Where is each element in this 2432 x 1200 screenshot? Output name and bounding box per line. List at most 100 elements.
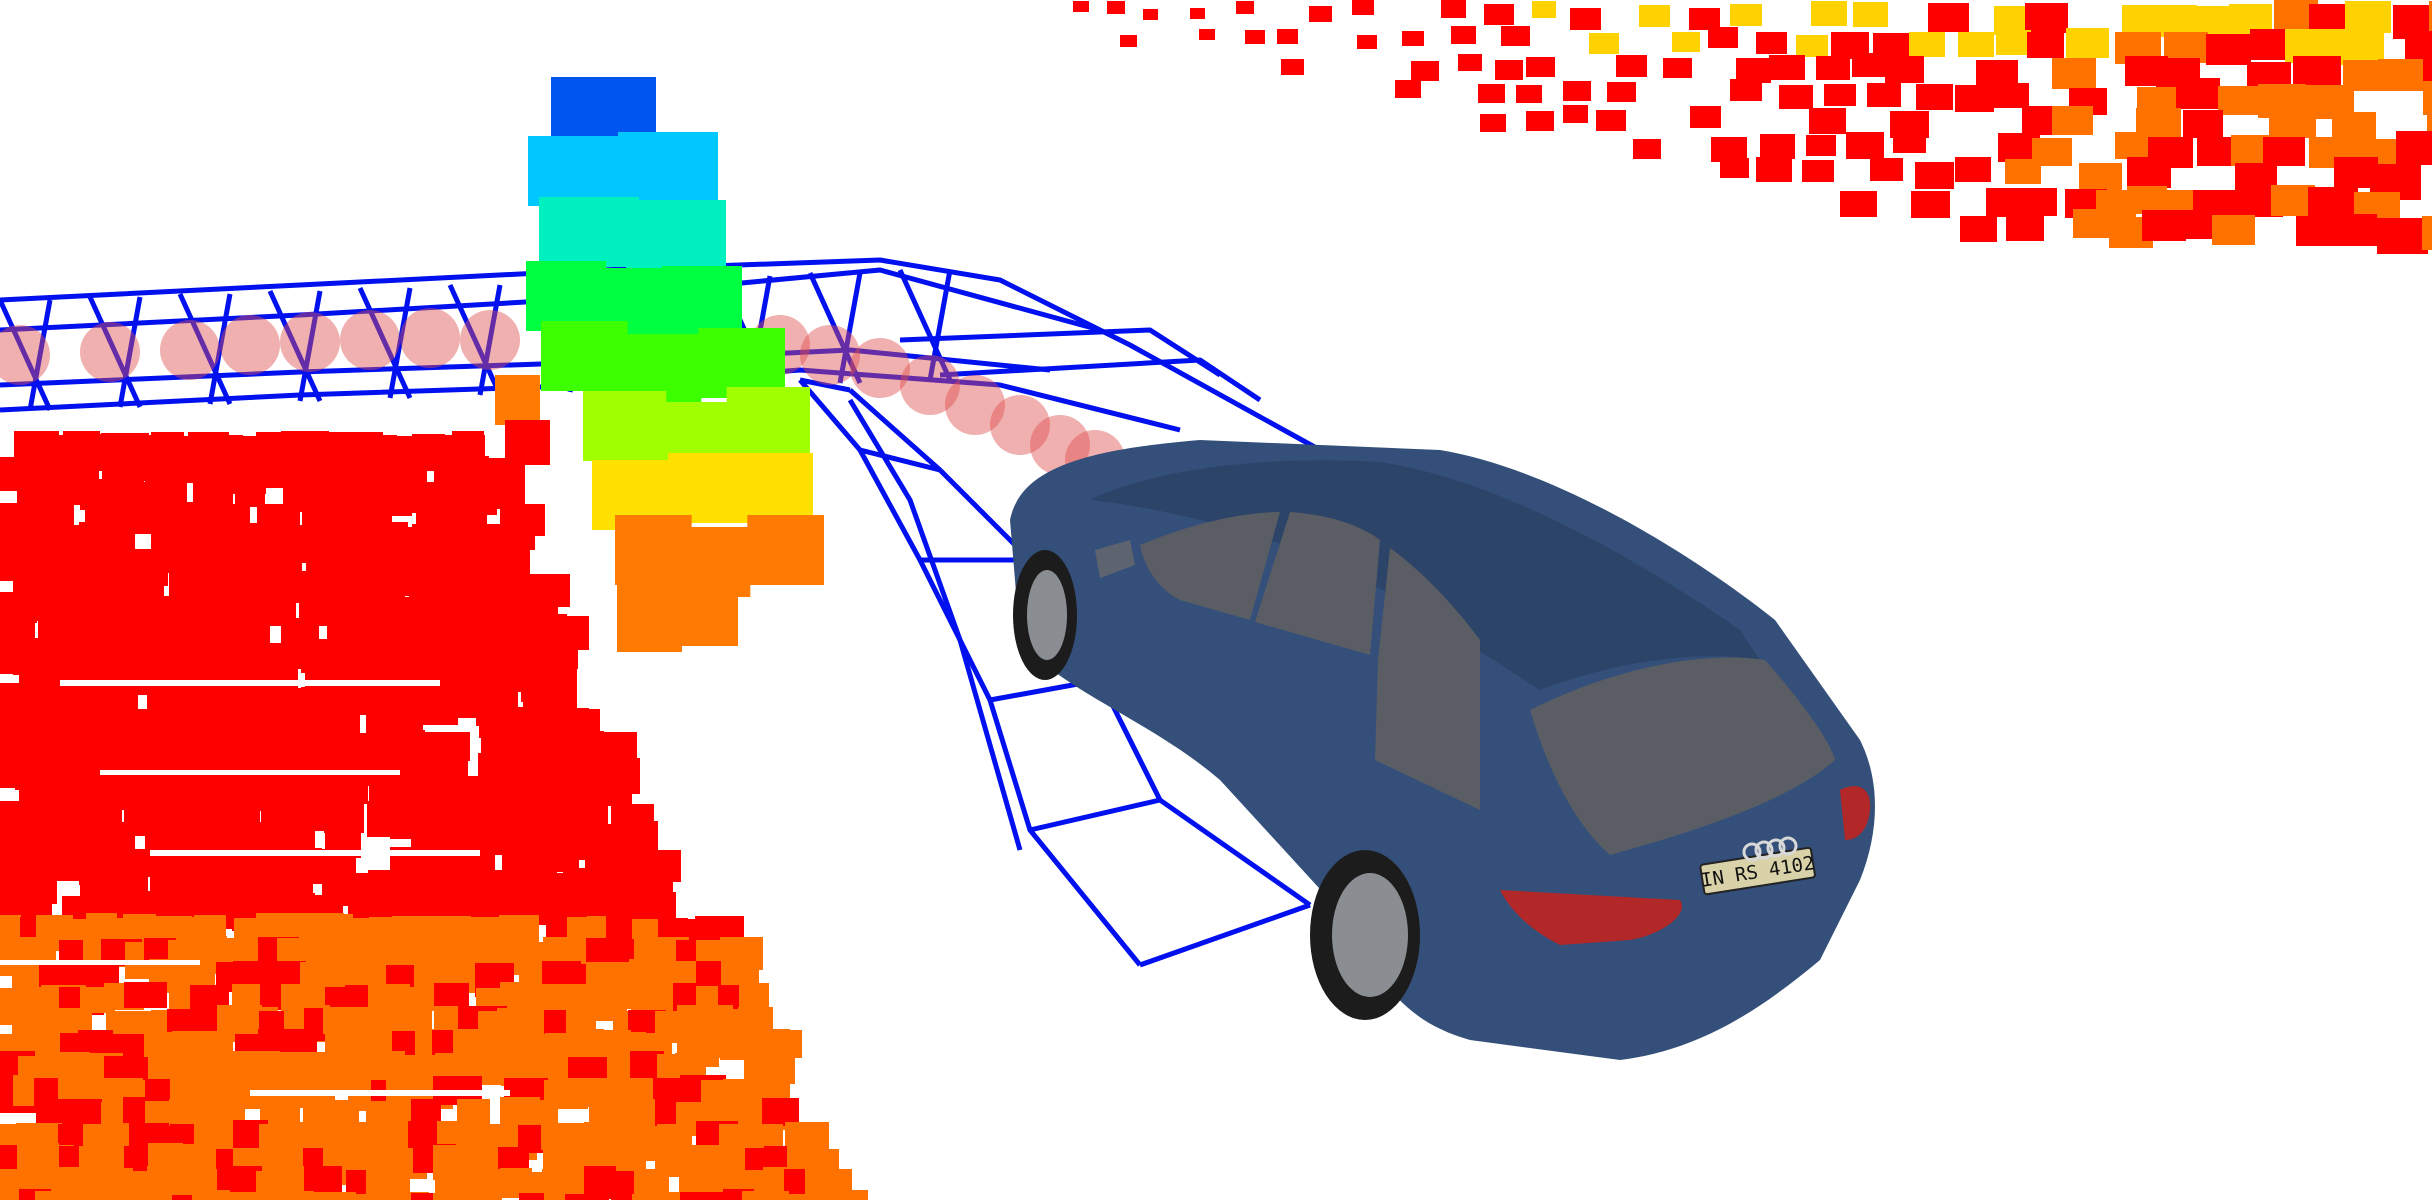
far-voxel: [2345, 1, 2391, 33]
far-voxel: [1190, 8, 1205, 19]
far-voxel: [1589, 33, 1619, 54]
ground-voxel: [389, 1192, 429, 1200]
far-voxel: [2333, 29, 2384, 65]
far-voxel: [2005, 159, 2041, 184]
far-voxel: [2052, 58, 2096, 89]
ground-voxel: [278, 1191, 314, 1200]
far-voxel: [2025, 3, 2068, 33]
far-voxel: [2271, 185, 2315, 216]
trajectory-rung: [807, 271, 863, 385]
ground-voxel: [35, 822, 80, 849]
far-voxel: [1809, 108, 1846, 134]
trajectory-rung: [267, 289, 323, 403]
ground-voxel: [12, 937, 56, 964]
vehicle-model[interactable]: IN RS 4102: [1010, 440, 1875, 1060]
far-voxel: [1236, 1, 1254, 14]
trajectory-rung: [0, 298, 53, 412]
far-voxel: [1563, 105, 1588, 123]
far-voxel: [1495, 60, 1523, 80]
ground-voxel: [85, 1190, 117, 1200]
far-voxel: [1928, 3, 1969, 32]
far-voxel: [1245, 30, 1265, 44]
ground-voxel: [739, 983, 769, 1011]
ground-voxel: [366, 1168, 410, 1195]
far-voxel: [1526, 111, 1554, 131]
trajectory-rung: [207, 293, 233, 405]
path-marker: [80, 322, 140, 382]
far-voxel: [1309, 6, 1332, 22]
trajectory-rung: [799, 377, 851, 393]
far-voxel: [1352, 0, 1374, 15]
path-marker: [990, 395, 1050, 455]
far-voxel: [1756, 157, 1792, 182]
vehicle-side-window: [1140, 512, 1280, 620]
ground-voxel: [501, 523, 535, 550]
ground-voxel: [742, 1191, 789, 1200]
ground-voxel: [658, 1192, 695, 1200]
path-marker: [1030, 415, 1090, 475]
far-voxel: [2073, 209, 2115, 238]
ground-voxel: [35, 477, 67, 503]
ground-voxel: [565, 1194, 609, 1200]
far-voxel: [1120, 35, 1137, 47]
trajectory-rung: [1139, 902, 1311, 968]
obstacle-voxel: [618, 132, 718, 202]
trajectory-rung: [897, 268, 953, 382]
far-voxel: [1484, 4, 1514, 25]
obstacle-voxel: [541, 321, 628, 391]
far-voxel: [2164, 32, 2208, 63]
obstacle-voxel: [673, 576, 738, 646]
far-voxel-cloud: [1073, 0, 2432, 254]
far-voxel: [2269, 105, 2316, 138]
far-voxel: [1570, 8, 1601, 30]
far-voxel: [1451, 26, 1476, 44]
ground-voxel: [481, 478, 525, 509]
ground-voxel: [519, 1193, 567, 1200]
ground-gap: [100, 770, 400, 775]
vehicle-front-wheel-rim: [1027, 570, 1067, 660]
path-marker: [400, 308, 460, 368]
ground-voxel: [411, 1193, 449, 1200]
trajectory-rung: [27, 299, 53, 411]
vehicle-rear-window: [1530, 657, 1835, 855]
far-voxel: [1955, 157, 1991, 182]
far-voxel: [1867, 83, 1901, 107]
far-voxel: [2052, 106, 2093, 135]
ground-voxel: [584, 1166, 616, 1199]
far-voxel: [2175, 210, 2216, 239]
far-voxel: [1532, 1, 1556, 18]
far-voxel: [1199, 29, 1215, 40]
obstacle-voxel: [726, 387, 810, 457]
far-voxel: [2127, 186, 2167, 214]
obstacle-voxel: [539, 197, 639, 267]
far-voxel: [1915, 162, 1954, 189]
far-voxel: [2079, 163, 2122, 193]
far-voxel: [1708, 27, 1738, 48]
far-voxel: [2183, 110, 2223, 138]
far-voxel: [2218, 86, 2260, 115]
trajectory-rung: [357, 286, 413, 400]
ground-voxel: [41, 499, 74, 530]
path-marker: [0, 325, 50, 385]
far-voxel: [1852, 53, 1886, 77]
ground-voxel: [786, 1194, 833, 1200]
far-voxel: [2423, 81, 2432, 115]
far-voxel: [1846, 132, 1884, 159]
far-voxel: [1690, 106, 1721, 128]
far-voxel: [1501, 26, 1530, 46]
path-marker: [220, 315, 280, 375]
obstacle-voxel: [747, 515, 824, 585]
far-voxel: [1993, 83, 2029, 108]
ground-voxel: [834, 1190, 868, 1200]
ground-voxel-cloud: [0, 431, 868, 1200]
trajectory-rung: [117, 296, 143, 408]
trajectory-rung: [177, 292, 233, 406]
far-voxel: [2422, 216, 2432, 250]
path-marker: [460, 310, 520, 370]
planned-path-markers: [0, 308, 1125, 490]
ground-voxel: [591, 778, 632, 806]
far-voxel: [1911, 191, 1950, 218]
obstacle-voxel: [495, 375, 540, 425]
vehicle-side-mirror: [1095, 540, 1135, 578]
